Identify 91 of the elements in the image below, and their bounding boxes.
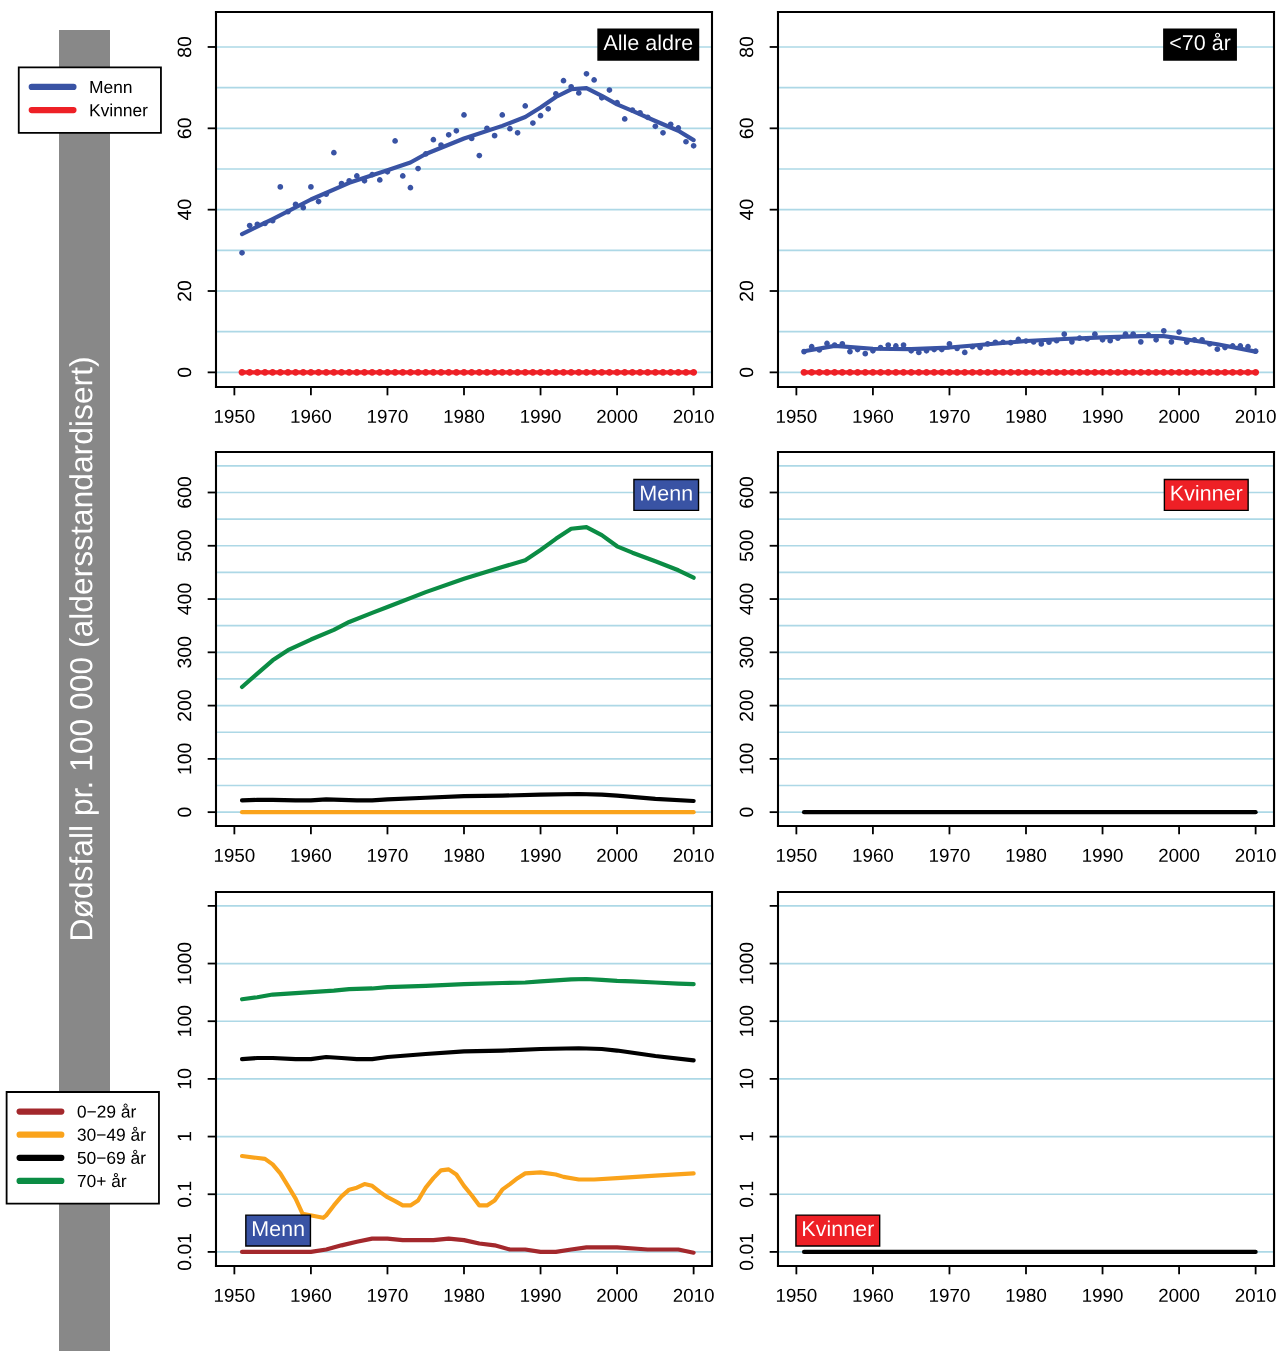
y-tick-label: 1 [739,1132,754,1141]
y-axis-title: Dødsfall pr. 100 000 (aldersstandardisert) [69,358,99,939]
y-tick-label: 1 [177,1132,192,1141]
x-tick-label: 1960 [291,848,332,862]
legend-label: 70+ år [77,1173,127,1188]
x-tick-label: 1990 [521,409,561,423]
x-tick-label: 1970 [368,1288,408,1302]
y-tick-label: 0 [739,807,754,817]
x-tick-label: 2010 [673,409,714,423]
y-tick-label: 500 [177,530,192,562]
y-tick-label: 0 [739,367,754,377]
x-tick-label: 1950 [214,1288,255,1302]
y-tick-label: 20 [177,280,192,301]
x-tick-label: 1950 [776,1288,817,1302]
x-tick-label: 1960 [291,1288,332,1302]
y-tick-label: 1000 [177,942,192,984]
text: Kvinner [803,1220,874,1237]
legend-label: Menn [90,81,132,94]
y-tick-label: 0.01 [739,1233,754,1271]
y-tick-label: 200 [739,690,754,721]
x-tick-label: 1990 [521,1288,561,1302]
y-tick-label: 60 [177,118,192,139]
y-tick-label: 80 [739,36,754,57]
x-tick-label: 2010 [1235,1288,1276,1302]
x-tick-label: 1990 [521,848,561,862]
y-tick-label: 0.01 [177,1233,192,1271]
x-tick-label: 1980 [444,848,485,862]
x-tick-label: 1980 [1006,409,1047,423]
legend-label: 30−49 år [77,1126,146,1141]
y-tick-label: 100 [177,1005,192,1036]
y-tick-label: 400 [739,583,754,615]
x-tick-label: 1960 [853,1288,894,1302]
x-tick-label: 1990 [1083,848,1123,862]
x-tick-label: 1950 [214,848,255,862]
x-tick-label: 2000 [1159,848,1200,862]
text: <70 år [1170,32,1231,51]
x-tick-label: 2010 [673,1288,714,1302]
x-tick-label: 1960 [853,409,894,423]
y-tick-label: 100 [739,1005,754,1036]
y-tick-label: 600 [739,477,754,508]
x-tick-label: 2000 [597,409,638,423]
x-tick-label: 1950 [776,409,817,423]
x-tick-label: 1990 [1083,1288,1123,1302]
x-tick-label: 2000 [1159,409,1200,423]
text: Menn [252,1221,304,1237]
x-tick-label: 1980 [444,409,485,423]
x-tick-label: 2010 [1235,848,1276,862]
x-tick-label: 1950 [776,848,817,862]
legend-label: Kvinner [90,103,148,117]
x-tick-label: 1970 [368,848,408,862]
x-tick-label: 1970 [930,848,970,862]
y-tick-label: 1000 [739,942,754,984]
legend-label: 0−29 år [77,1103,136,1118]
y-tick-label: 40 [739,199,754,221]
legend-label: 50−69 år [77,1149,146,1165]
x-tick-label: 1990 [1083,409,1123,423]
y-tick-label: 20 [739,280,754,301]
x-tick-label: 1960 [291,409,332,423]
y-tick-label: 600 [177,477,192,508]
y-tick-label: 300 [739,636,754,668]
text: Kvinner [1171,484,1243,501]
x-tick-label: 2010 [673,848,714,862]
x-tick-label: 2000 [597,1288,638,1302]
y-tick-label: 200 [177,690,192,721]
x-tick-label: 1970 [930,1288,970,1302]
y-tick-label: 0 [177,367,192,377]
y-tick-label: 0 [177,807,192,817]
x-tick-label: 1970 [368,409,408,423]
text: Alle aldre [603,34,693,51]
y-tick-label: 100 [739,743,754,774]
x-tick-label: 1950 [214,409,255,423]
x-tick-label: 2010 [1235,409,1276,423]
x-tick-label: 1980 [444,1288,485,1302]
y-tick-label: 100 [177,743,192,774]
x-tick-label: 1980 [1006,848,1047,862]
y-tick-label: 0.1 [177,1181,192,1207]
y-tick-label: 60 [739,118,754,139]
y-tick-label: 10 [739,1068,754,1089]
x-tick-label: 1970 [930,409,970,423]
y-tick-label: 40 [177,199,192,221]
x-tick-label: 1960 [853,848,894,862]
y-tick-label: 0.1 [739,1181,754,1207]
y-tick-label: 80 [177,36,192,57]
x-tick-label: 1980 [1006,1288,1047,1302]
y-tick-label: 300 [177,636,192,668]
x-tick-label: 2000 [1159,1288,1200,1302]
y-tick-label: 400 [177,583,192,615]
y-tick-label: 10 [177,1068,192,1089]
text: Menn [641,485,692,501]
x-tick-label: 2000 [597,848,638,862]
y-tick-label: 500 [739,530,754,562]
